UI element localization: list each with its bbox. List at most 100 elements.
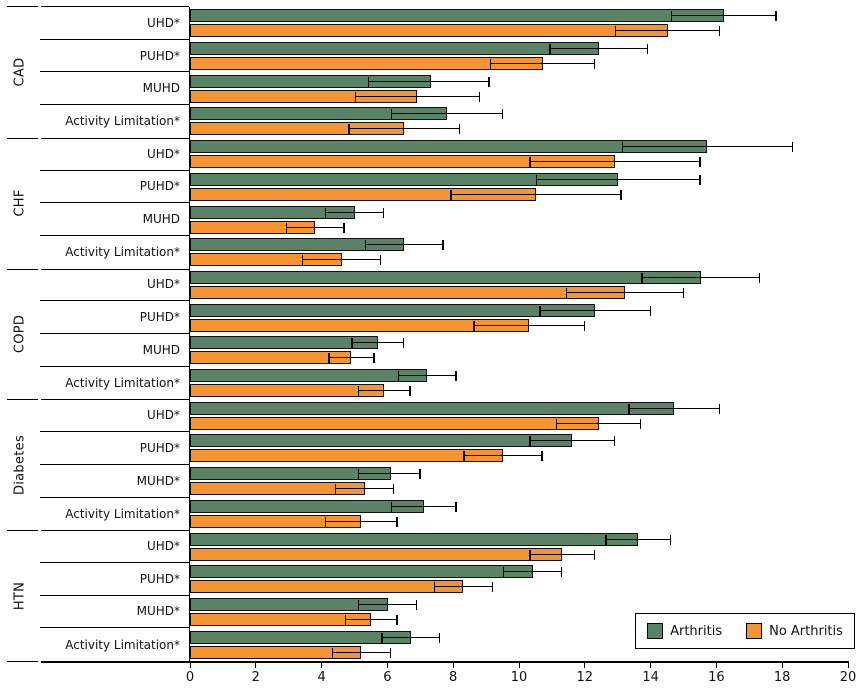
error-bar (358, 386, 411, 397)
bar-no-arthritis (190, 547, 563, 561)
chart-row: Activity Limitation* (40, 366, 849, 400)
chart-row: UHD* (40, 530, 849, 563)
x-tick (518, 663, 520, 668)
legend: Arthritis No Arthritis (635, 613, 855, 649)
row-label: MUHD (40, 334, 189, 367)
bar-arthritis (190, 434, 573, 448)
chart-row: UHD* (40, 399, 849, 433)
bar-arthritis (190, 369, 428, 383)
row-label: PUHD* (40, 563, 189, 596)
error-bar (565, 287, 685, 298)
chart-row: MUHD (40, 72, 849, 106)
x-tick (781, 663, 783, 668)
condition-label-cell: CAD (0, 7, 40, 139)
bar-area (189, 72, 849, 106)
chart-row: Activity Limitation* (40, 628, 849, 661)
x-tick (452, 663, 454, 668)
error-bar (473, 320, 586, 331)
group-rows: UHD* PUHD* MUHD* Activity Limitation* (40, 399, 849, 531)
row-label: PUHD* (40, 40, 189, 73)
bar-arthritis (190, 630, 411, 644)
error-bar (605, 534, 672, 545)
bar-seat (190, 547, 849, 561)
chart-row: PUHD* (40, 432, 849, 465)
condition-group: CHF UHD* PUHD* MUHD Activity Limitation* (0, 137, 849, 270)
bar-arthritis (190, 565, 533, 579)
bar-area (189, 497, 849, 531)
bar-seat (190, 89, 849, 103)
bar-seat (190, 499, 849, 513)
x-tick-label: 12 (576, 670, 594, 685)
bar-arthritis (190, 401, 675, 415)
error-bar (539, 305, 652, 316)
bar-seat (190, 205, 849, 219)
x-tick-label: 2 (251, 670, 260, 685)
bar-seat (190, 187, 849, 201)
bar-seat (190, 580, 849, 594)
error-bar (628, 403, 721, 414)
bar-seat (190, 220, 849, 234)
bar-seat (190, 401, 849, 415)
error-bar (489, 59, 596, 70)
bar-no-arthritis (190, 416, 599, 430)
bar-area (189, 432, 849, 465)
no-arthritis-swatch-icon (746, 623, 763, 639)
chart-row: PUHD* (40, 301, 849, 334)
bar-seat (190, 24, 849, 38)
condition-label-cell: CHF (0, 138, 40, 270)
condition-group: HTN UHD* PUHD* MUHD* Activity Limitation* (0, 530, 849, 662)
row-label: PUHD* (40, 432, 189, 465)
error-bar (351, 338, 405, 349)
chart-row: PUHD* (40, 170, 849, 204)
chart-row: UHD* (40, 137, 849, 171)
row-label: MUHD (40, 72, 189, 106)
bar-seat (190, 270, 849, 284)
bar-no-arthritis (190, 285, 625, 299)
chart-row: PUHD* (40, 562, 849, 596)
bar-seat (190, 285, 849, 299)
legend-item-no-arthritis: No Arthritis (746, 623, 843, 639)
row-label: PUHD* (40, 171, 189, 204)
bar-seat (190, 303, 849, 317)
x-axis-line (41, 661, 849, 663)
error-bar (358, 599, 418, 610)
legend-label-arthritis: Arthritis (670, 623, 723, 639)
x-tick-label: 8 (449, 670, 458, 685)
row-label: MUHD* (40, 465, 189, 498)
x-tick-label: 16 (708, 670, 725, 685)
x-tick-label: 4 (317, 670, 326, 685)
x-tick (321, 663, 323, 668)
bar-seat (190, 238, 849, 252)
bar-seat (190, 645, 849, 659)
row-label: Activity Limitation* (65, 376, 180, 391)
bar-no-arthritis (190, 24, 668, 38)
x-tick (847, 663, 849, 668)
condition-label-cell: Diabetes (0, 399, 40, 531)
bar-area (189, 464, 849, 498)
bar-area (189, 628, 849, 661)
error-bar (555, 418, 642, 429)
chart-row: Activity Limitation* (40, 235, 849, 269)
chart-row: Activity Limitation* (40, 497, 849, 531)
group-rows: UHD* PUHD* MUHD Activity Limitation* (40, 268, 849, 401)
bar-seat (190, 630, 849, 644)
row-label: UHD* (40, 138, 189, 171)
x-tick (650, 663, 652, 668)
bar-seat (190, 514, 849, 528)
bar-area (189, 399, 849, 433)
bar-seat (190, 482, 849, 496)
error-bar (334, 484, 395, 495)
arthritis-swatch-icon (647, 623, 664, 639)
error-bar (549, 44, 648, 55)
bar-seat (190, 122, 849, 136)
bar-seat (190, 351, 849, 365)
bar-arthritis (190, 42, 599, 56)
x-tick (189, 663, 191, 668)
error-bar (348, 124, 461, 135)
bar-area (189, 268, 849, 302)
x-tick-label: 14 (642, 670, 659, 685)
error-bar (397, 371, 458, 382)
error-bar (285, 222, 346, 233)
row-label: Activity Limitation* (65, 506, 180, 521)
